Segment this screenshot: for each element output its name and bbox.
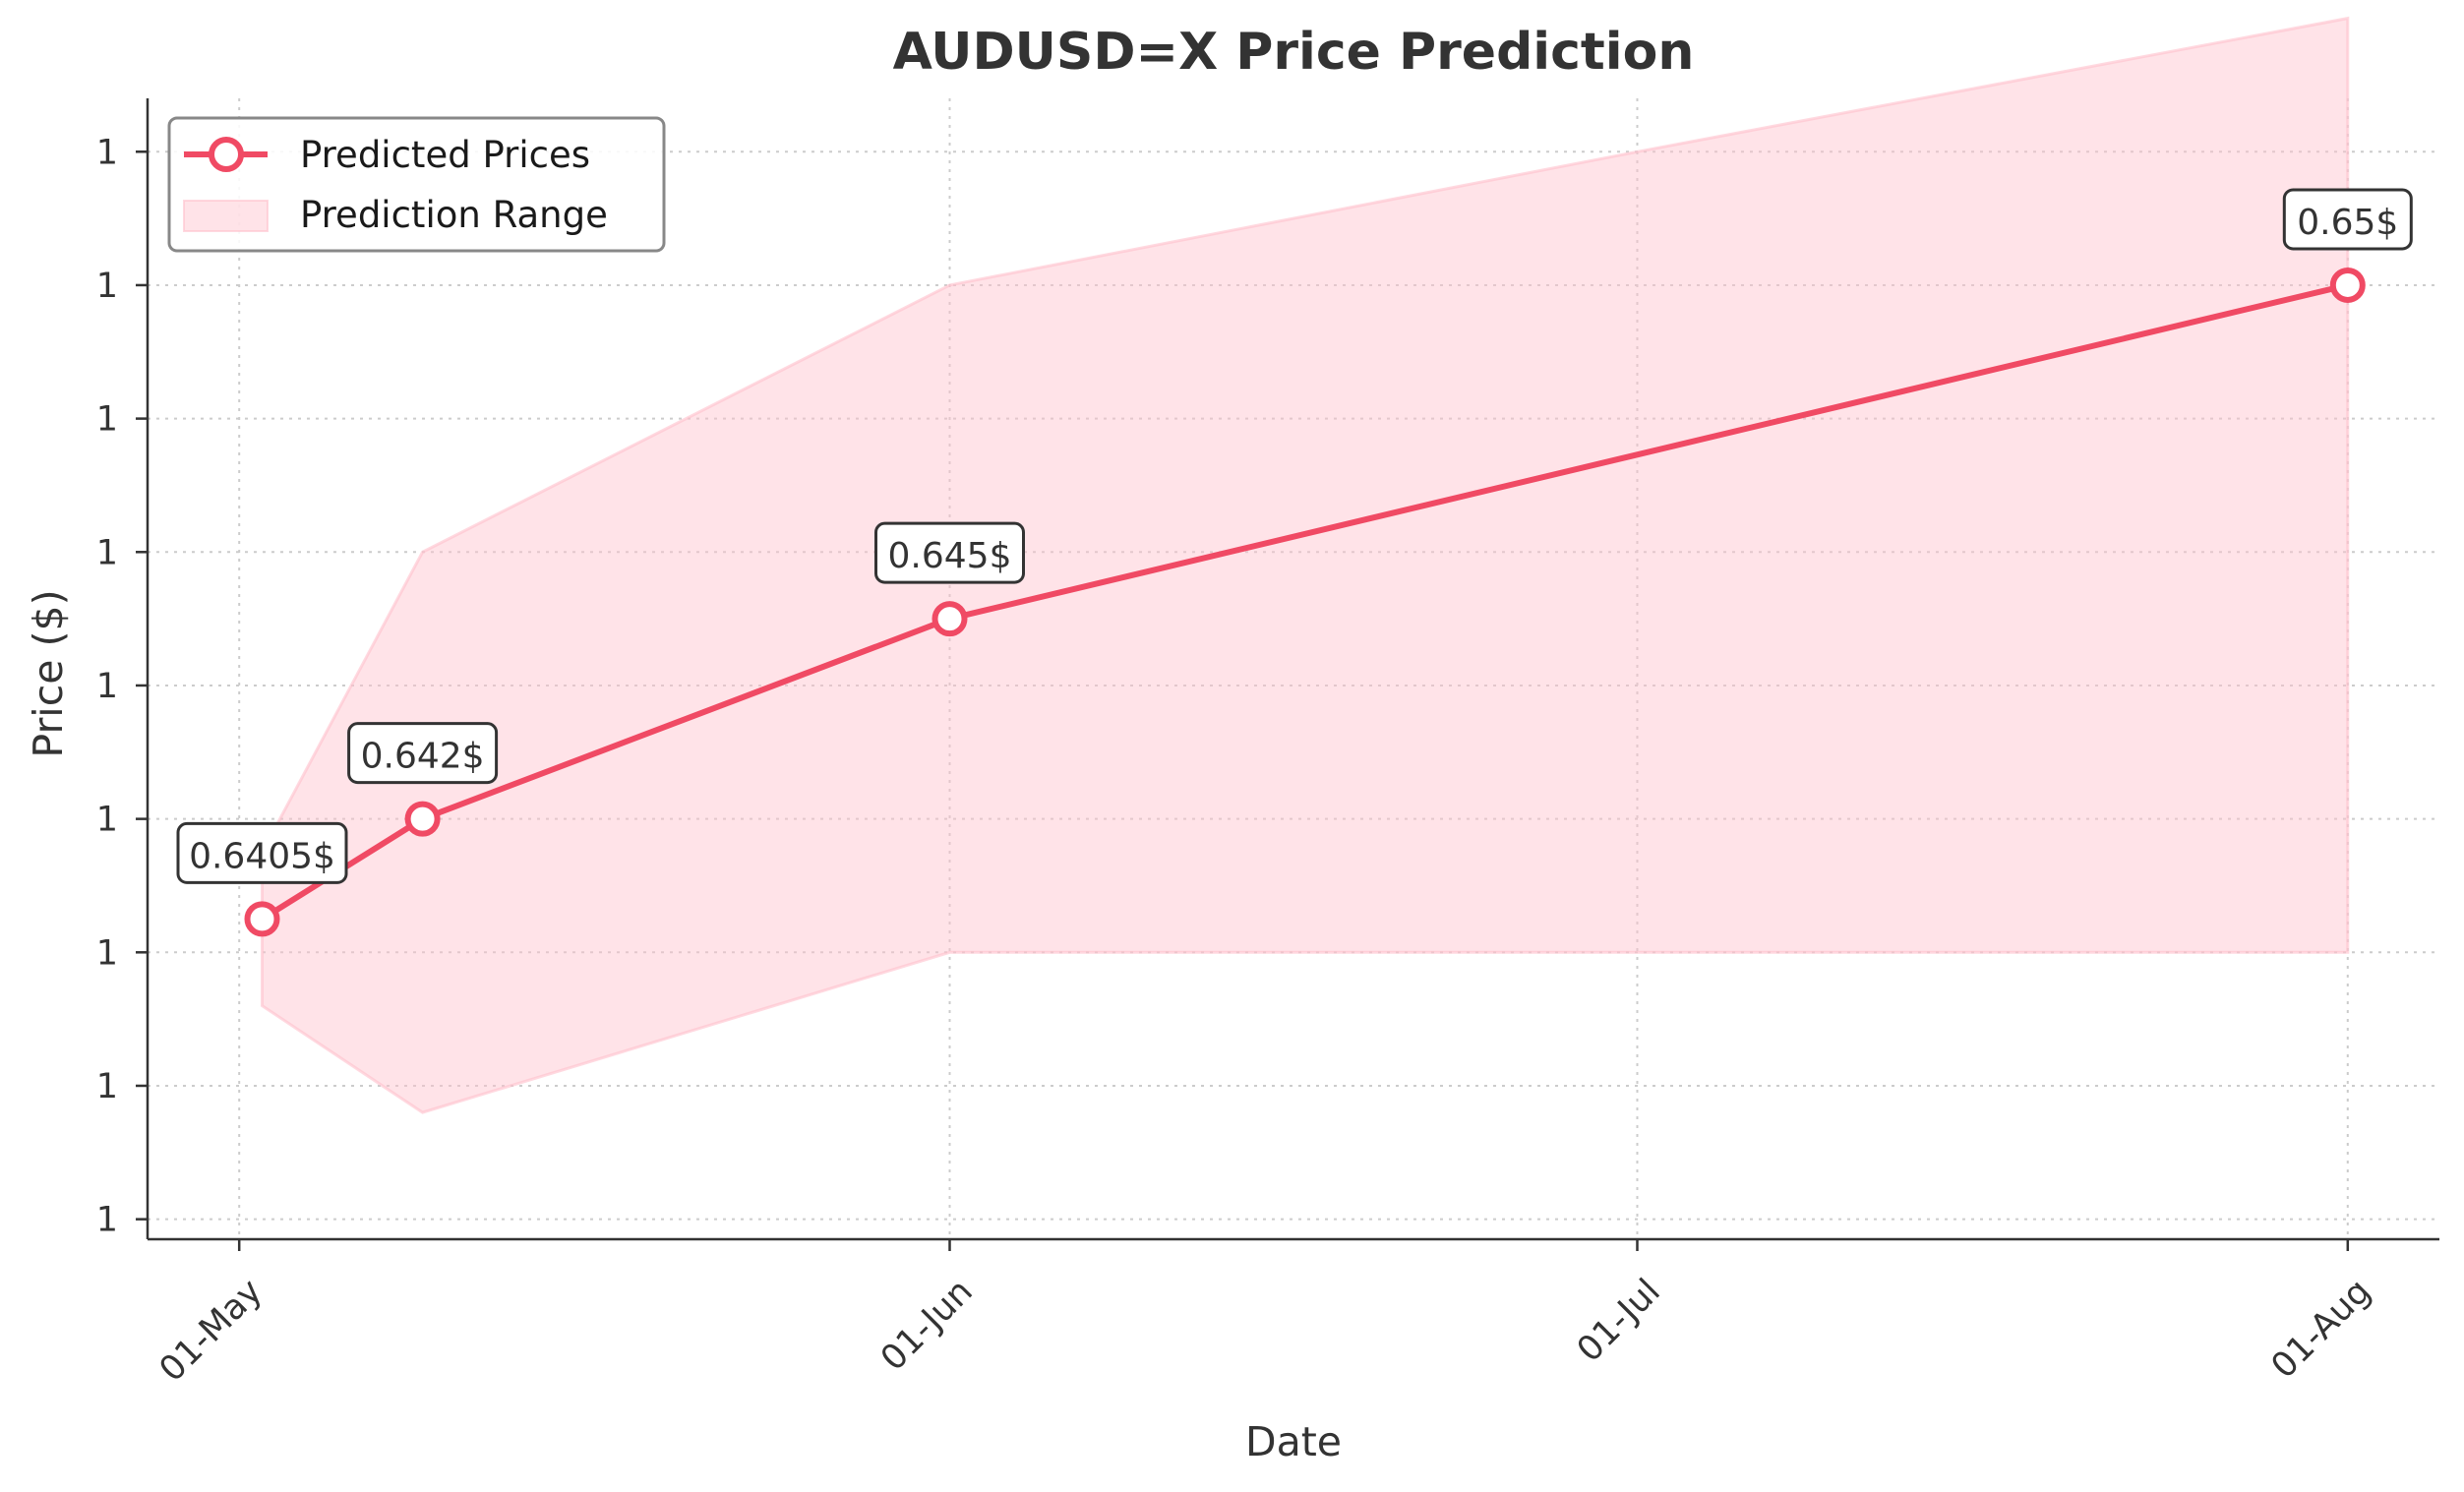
data-label: 0.642$ — [347, 722, 499, 785]
legend-box — [167, 116, 666, 253]
legend-swatch-prediction-range — [183, 200, 269, 232]
legend-label-predicted-prices: Predicted Prices — [300, 134, 590, 176]
data-label-text: 0.6405$ — [189, 836, 335, 876]
data-labels: 0.6405$ 0.642$ 0.645$ 0.65$ — [176, 188, 2413, 884]
data-label-box — [176, 821, 348, 884]
y-tick-label: 1 — [96, 133, 118, 172]
y-tick-label: 1 — [96, 267, 118, 306]
data-label-text: 0.642$ — [361, 737, 485, 777]
data-label: 0.65$ — [2282, 188, 2413, 251]
data-label: 0.645$ — [874, 521, 1025, 584]
axes — [146, 98, 2439, 1241]
y-tick-label: 1 — [96, 400, 118, 440]
y-axis-label: Price ($) — [25, 589, 72, 757]
y-tick-label: 1 — [96, 667, 118, 706]
predicted-price-point — [2329, 267, 2366, 303]
predicted-price-point — [932, 601, 968, 637]
y-tick-label: 1 — [96, 1067, 118, 1106]
legend-marker-predicted-prices — [209, 137, 244, 172]
y-ticks: 1 1 1 1 1 1 1 1 1 — [96, 133, 148, 1240]
data-label-box — [347, 722, 499, 785]
predicted-price-markers — [244, 267, 2366, 937]
data-label-box — [874, 521, 1025, 584]
chart-title: AUDUSD=X Price Prediction — [893, 23, 1695, 82]
predicted-price-point — [244, 901, 280, 937]
y-tick-label: 1 — [96, 1201, 118, 1240]
legend-label-prediction-range: Prediction Range — [300, 194, 608, 236]
legend: Predicted Prices Prediction Range — [167, 116, 666, 253]
y-tick-label: 1 — [96, 533, 118, 572]
y-tick-label: 1 — [96, 933, 118, 973]
prediction-range-area — [261, 16, 2350, 1114]
data-label-text: 0.65$ — [2297, 203, 2398, 243]
x-axis-label: Date — [1245, 1418, 1342, 1465]
data-label-text: 0.645$ — [888, 536, 1012, 576]
predicted-price-point — [404, 801, 441, 837]
data-label-box — [2282, 188, 2413, 251]
y-tick-label: 1 — [96, 801, 118, 840]
data-label: 0.6405$ — [176, 821, 348, 884]
